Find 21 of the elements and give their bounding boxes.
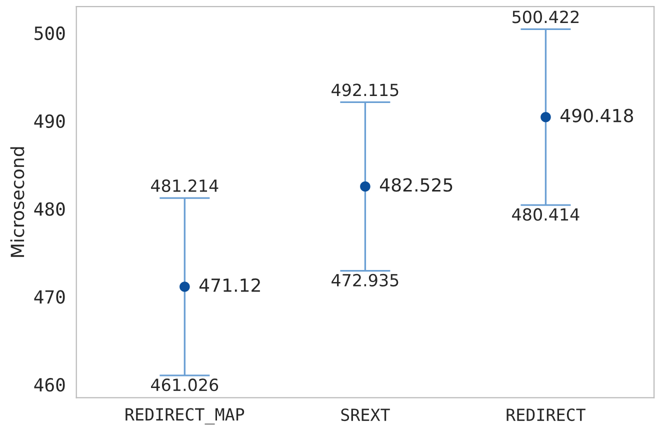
x-tick-label: REDIRECT_MAP — [126, 408, 244, 424]
y-axis-title: Microsecond — [10, 147, 24, 257]
point — [180, 282, 190, 292]
data-label: 471.12 — [199, 278, 260, 292]
x-tick-label: REDIRECT — [506, 408, 586, 422]
y-tick-label: 480 — [34, 202, 65, 216]
annotation: 472.935 — [332, 274, 398, 286]
y-tick-label: 490 — [34, 114, 65, 128]
data-label: 490.418 — [560, 108, 634, 122]
annotation: 492.115 — [332, 84, 398, 96]
annotation: 480.414 — [512, 208, 580, 221]
y-tick-label: 470 — [34, 290, 65, 304]
data-label: 482.525 — [380, 178, 452, 192]
point — [360, 181, 370, 192]
annotation: 500.422 — [512, 10, 579, 24]
x-tick-label: SREXT — [341, 408, 390, 422]
annotation: 461.026 — [151, 378, 218, 392]
annotation: 481.214 — [151, 179, 218, 192]
point — [540, 112, 551, 122]
y-tick-label: 460 — [34, 378, 65, 392]
y-tick-label: 500 — [34, 26, 65, 40]
